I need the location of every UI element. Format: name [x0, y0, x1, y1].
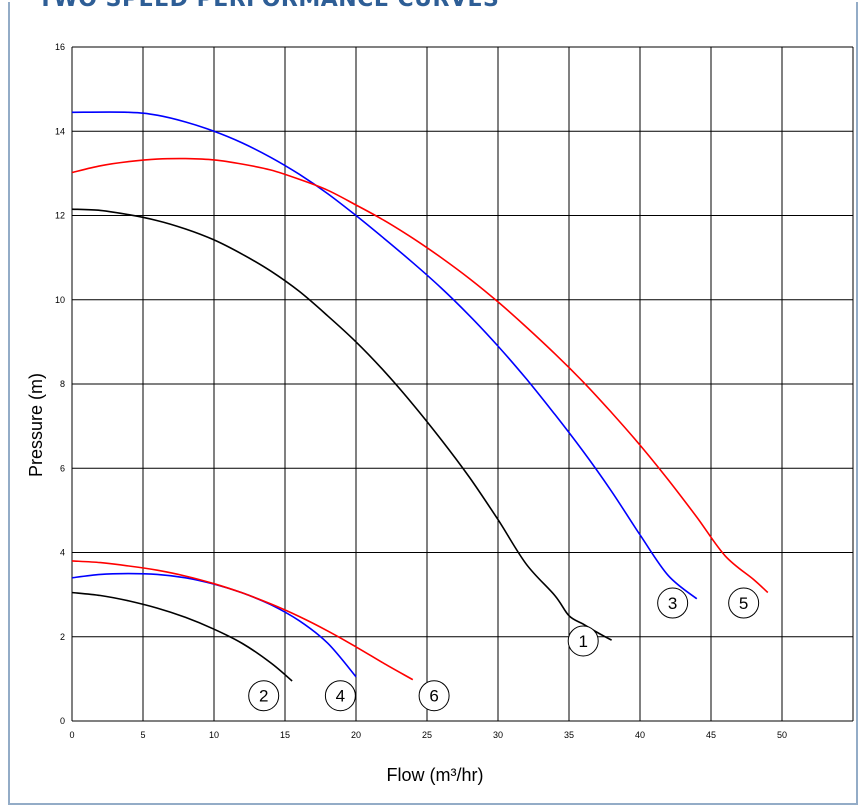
- x-tick-label: 0: [69, 730, 74, 740]
- curve-label-2: 2: [248, 680, 280, 712]
- curve-label-circle: [567, 625, 599, 657]
- y-tick-label: 0: [60, 716, 65, 726]
- x-tick-label: 10: [209, 730, 219, 740]
- x-axis-label: Flow (m³/hr): [387, 765, 484, 785]
- y-tick-label: 12: [55, 211, 65, 221]
- y-tick-label: 4: [60, 548, 65, 558]
- y-tick-label: 14: [55, 126, 65, 136]
- y-tick-label: 10: [55, 295, 65, 305]
- chart-frame: TWO SPEED PERFORMANCE CURVES: [8, 0, 858, 805]
- curve-label-5: 5: [728, 587, 760, 619]
- x-tick-label: 35: [564, 730, 574, 740]
- x-tick-label: 45: [706, 730, 716, 740]
- curve-label-circle: [248, 680, 280, 712]
- curve-label-circle: [418, 680, 450, 712]
- x-tick-label: 25: [422, 730, 432, 740]
- curve-label-text: 4: [336, 687, 345, 706]
- y-axis-label: Pressure (m): [26, 373, 46, 477]
- x-tick-labels: 0 5 10 15 20 25 30 35 40 45 50: [69, 730, 787, 740]
- curve-label-text: 1: [578, 632, 587, 651]
- curve-label-6: 6: [418, 680, 450, 712]
- curve-6: [71, 560, 414, 681]
- curve-labels: 1 2 3 4 5 6: [248, 587, 760, 712]
- page-title: TWO SPEED PERFORMANCE CURVES: [38, 0, 499, 12]
- curve-2: [71, 591, 293, 682]
- chart-grid: [71, 46, 854, 722]
- y-tick-labels: 0 2 4 6 8 10 12 14 16: [55, 42, 65, 726]
- curve-series: [71, 111, 769, 682]
- curve-label-3: 3: [657, 587, 689, 619]
- curve-label-circle: [324, 680, 356, 712]
- x-tick-label: 15: [280, 730, 290, 740]
- curve-5: [71, 157, 769, 594]
- curve-label-4: 4: [324, 680, 356, 712]
- y-tick-label: 6: [60, 463, 65, 473]
- curve-label-circle: [728, 587, 760, 619]
- curve-label-circle: [657, 587, 689, 619]
- curve-label-1: 1: [567, 625, 599, 657]
- x-tick-label: 20: [351, 730, 361, 740]
- curve-label-text: 2: [259, 687, 268, 706]
- curve-label-text: 5: [739, 594, 748, 613]
- curve-label-text: 3: [668, 594, 677, 613]
- y-tick-label: 8: [60, 379, 65, 389]
- y-tick-label: 2: [60, 632, 65, 642]
- y-tick-label: 16: [55, 42, 65, 52]
- curve-3: [71, 111, 698, 600]
- x-tick-label: 50: [777, 730, 787, 740]
- curve-label-text: 6: [429, 687, 438, 706]
- curve-1: [71, 208, 612, 641]
- x-tick-label: 40: [635, 730, 645, 740]
- x-tick-label: 5: [140, 730, 145, 740]
- x-tick-label: 30: [493, 730, 503, 740]
